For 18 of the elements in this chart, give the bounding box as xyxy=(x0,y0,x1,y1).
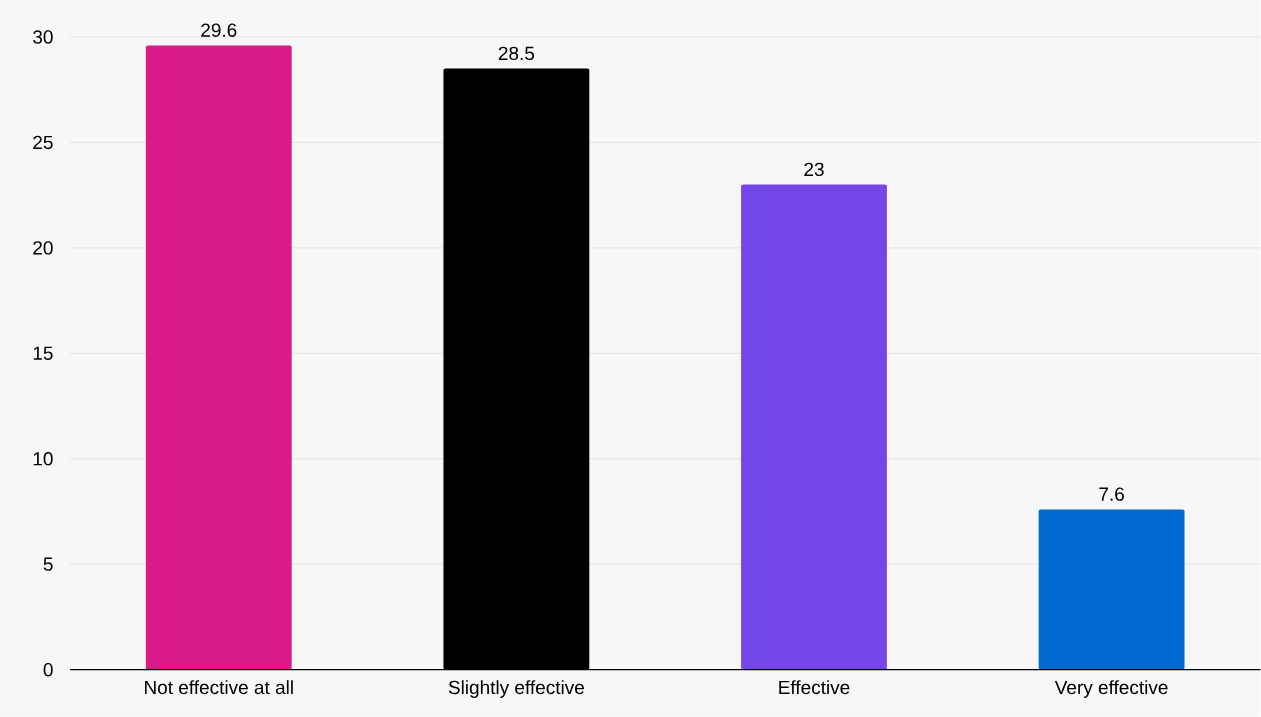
data-label: 23 xyxy=(804,162,824,177)
bar xyxy=(741,184,887,670)
bar xyxy=(1038,509,1185,670)
y-tick-label: 30 xyxy=(33,30,53,44)
data-label: 7.6 xyxy=(1099,487,1124,502)
y-tick-label: 20 xyxy=(33,241,53,255)
x-tick-label: Slightly effective xyxy=(448,680,584,699)
data-label: 29.6 xyxy=(201,23,237,38)
y-tick-label: 25 xyxy=(33,135,53,150)
bar xyxy=(145,45,292,670)
y-tick-label: 0 xyxy=(43,663,53,677)
x-tick-label: Not effective at all xyxy=(145,680,293,695)
x-tick-label: Very effective xyxy=(1054,680,1168,699)
y-tick-label: 5 xyxy=(43,557,53,572)
x-tick-label: Effective xyxy=(779,680,850,695)
y-tick-label: 15 xyxy=(33,346,53,361)
data-label: 28.5 xyxy=(498,46,535,61)
y-tick-label: 10 xyxy=(33,452,53,466)
